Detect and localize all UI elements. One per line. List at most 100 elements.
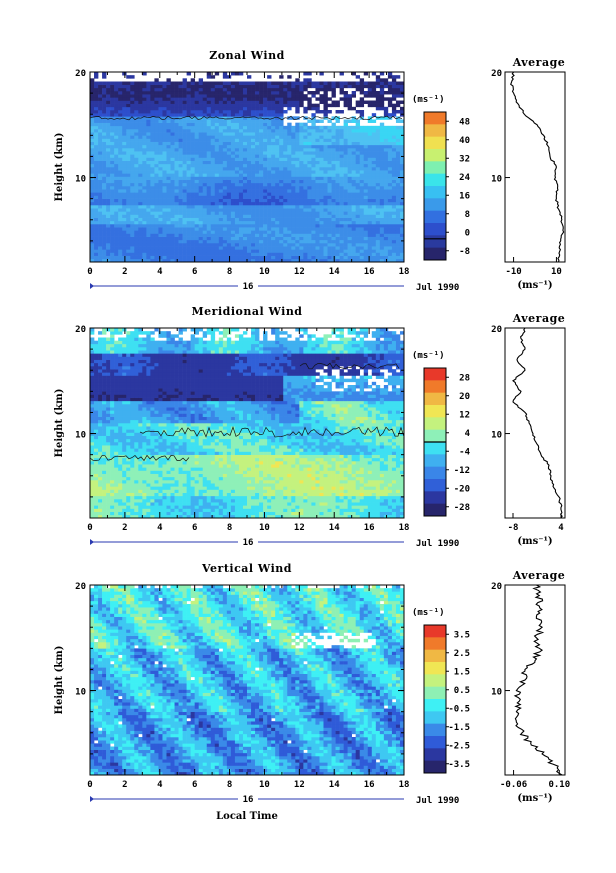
- heatmap-cell: [271, 151, 276, 155]
- heatmap-cell: [106, 340, 111, 345]
- heatmap-cell: [106, 451, 111, 455]
- heatmap-cell: [114, 179, 119, 184]
- heatmap-cell: [162, 125, 167, 130]
- heatmap-cell: [102, 350, 107, 354]
- heatmap-cell: [130, 211, 135, 215]
- heatmap-cell: [102, 407, 107, 411]
- heatmap-cell: [359, 189, 365, 193]
- heatmap-cell: [267, 125, 272, 130]
- heatmap-cell: [391, 198, 397, 203]
- heatmap-cell: [98, 205, 103, 209]
- heatmap-cell: [166, 233, 171, 237]
- heatmap-cell: [206, 97, 212, 101]
- heatmap-cell: [226, 227, 232, 231]
- heatmap-cell: [251, 163, 256, 168]
- heatmap-cell: [122, 416, 127, 421]
- heatmap-cell: [371, 249, 377, 253]
- heatmap-cell: [194, 208, 199, 212]
- heatmap-cell: [122, 167, 127, 171]
- heatmap-cell: [307, 84, 312, 89]
- heatmap-cell: [255, 138, 260, 142]
- heatmap-cell: [295, 167, 300, 171]
- heatmap-cell: [198, 205, 204, 209]
- heatmap-cell: [142, 233, 147, 237]
- heatmap-cell: [94, 416, 99, 421]
- heatmap-cell: [142, 119, 147, 123]
- heatmap-cell: [182, 87, 187, 92]
- heatmap-cell: [255, 227, 260, 231]
- heatmap-cell: [275, 182, 280, 187]
- heatmap-cell: [166, 220, 171, 225]
- heatmap-cell: [242, 116, 248, 120]
- heatmap-cell: [267, 160, 272, 165]
- heatmap-cell: [335, 189, 340, 193]
- heatmap-cell: [118, 331, 123, 335]
- heatmap-cell: [134, 119, 139, 123]
- heatmap-cell: [323, 252, 328, 256]
- heatmap-cell: [106, 246, 111, 250]
- heatmap-cell: [267, 179, 272, 184]
- heatmap-cell: [295, 170, 300, 174]
- heatmap-cell: [114, 116, 119, 120]
- heatmap-cell: [299, 258, 304, 263]
- heatmap-cell: [383, 224, 389, 228]
- heatmap-cell: [110, 116, 115, 120]
- heatmap-cell: [238, 195, 244, 199]
- heatmap-cell: [307, 252, 312, 256]
- heatmap-cell: [251, 258, 256, 263]
- heatmap-cell: [170, 192, 175, 196]
- heatmap-cell: [166, 110, 171, 114]
- heatmap-cell: [190, 97, 195, 101]
- heatmap-cell: [287, 217, 292, 222]
- heatmap-cell: [295, 224, 300, 228]
- heatmap-cell: [299, 154, 304, 158]
- heatmap-cell: [263, 148, 268, 152]
- heatmap-cell: [283, 176, 288, 180]
- heatmap-cell: [102, 359, 107, 364]
- heatmap-cell: [122, 106, 127, 111]
- heatmap-cell: [134, 113, 139, 117]
- heatmap-cell: [319, 211, 324, 215]
- heatmap-cell: [351, 186, 356, 190]
- heatmap-cell: [210, 227, 216, 231]
- heatmap-cell: [150, 201, 155, 206]
- heatmap-cell: [323, 138, 328, 142]
- heatmap-cell: [106, 514, 111, 519]
- heatmap-cell: [387, 129, 393, 133]
- heatmap-cell: [279, 246, 284, 250]
- heatmap-cell: [367, 157, 373, 161]
- heatmap-cell: [323, 239, 328, 244]
- heatmap-cell: [379, 211, 385, 215]
- heatmap-cell: [118, 505, 123, 509]
- colorbar-swatch: [424, 223, 446, 236]
- heatmap-cell: [90, 113, 95, 117]
- heatmap-cell: [391, 97, 397, 101]
- heatmap-cell: [138, 138, 143, 142]
- heatmap-cell: [327, 195, 332, 199]
- heatmap-cell: [287, 122, 292, 127]
- heatmap-cell: [118, 249, 123, 253]
- heatmap-cell: [355, 198, 361, 203]
- heatmap-cell: [118, 502, 123, 506]
- heatmap-cell: [154, 78, 159, 82]
- heatmap-cell: [347, 243, 352, 247]
- heatmap-cell: [343, 176, 348, 180]
- heatmap-cell: [106, 217, 111, 222]
- heatmap-cell: [339, 173, 344, 177]
- heatmap-cell: [194, 211, 199, 215]
- heatmap-cell: [263, 132, 268, 136]
- heatmap-cell: [234, 189, 240, 193]
- heatmap-cell: [299, 249, 304, 253]
- heatmap-cell: [238, 106, 244, 111]
- average-y-tick-label: 20: [491, 69, 502, 79]
- heatmap-cell: [222, 224, 228, 228]
- heatmap-cell: [375, 189, 381, 193]
- heatmap-cell: [234, 186, 240, 190]
- heatmap-cell: [210, 81, 216, 85]
- heatmap-cell: [299, 179, 304, 184]
- heatmap-cell: [391, 182, 397, 187]
- heatmap-cell: [186, 87, 191, 92]
- heatmap-cell: [198, 192, 204, 196]
- heatmap-cell: [222, 122, 228, 127]
- heatmap-cell: [367, 167, 373, 171]
